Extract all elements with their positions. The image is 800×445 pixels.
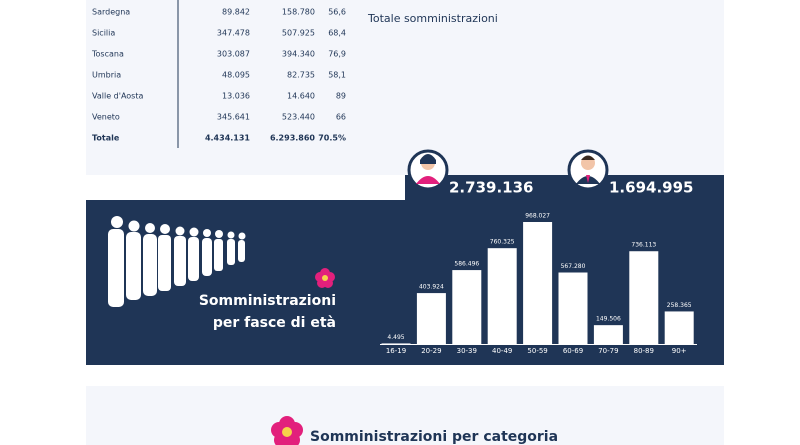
table-cell: 68,4 xyxy=(328,29,346,38)
table-cell: Veneto xyxy=(92,113,120,122)
bar xyxy=(664,311,694,344)
queue-silhouettes xyxy=(108,216,246,307)
table-cell: Sardegna xyxy=(92,8,130,17)
gender-strip xyxy=(405,175,724,201)
table-cell: 89 xyxy=(336,92,346,101)
table-cell: 89.842 xyxy=(222,8,250,17)
value-label: 258.365 xyxy=(667,302,692,309)
table-cell: Toscana xyxy=(91,50,124,59)
table-cell: Totale xyxy=(92,134,120,143)
value-label: 567.280 xyxy=(561,263,586,270)
chart-title: Somministrazioni xyxy=(199,293,336,309)
table-cell: 56,6 xyxy=(328,8,346,17)
table-cell: Umbria xyxy=(92,71,121,80)
value-label: 736.113 xyxy=(631,242,656,249)
male-icon xyxy=(567,149,609,191)
x-tick-label: 30-39 xyxy=(457,347,477,355)
x-tick-label: 50-59 xyxy=(527,347,547,355)
x-tick-label: 16-19 xyxy=(386,347,406,355)
table-cell: 82.735 xyxy=(287,71,315,80)
chart-title: per fasce di età xyxy=(213,315,336,331)
bar xyxy=(487,248,517,344)
female-icon xyxy=(407,149,449,191)
bar xyxy=(593,325,623,344)
table-cell: 303.087 xyxy=(217,50,250,59)
x-tick-label: 80-89 xyxy=(634,347,654,355)
bar xyxy=(629,251,659,344)
flower-icon xyxy=(315,268,335,288)
table-cell: 345.641 xyxy=(217,113,250,122)
table-cell: 4.434.131 xyxy=(205,134,250,143)
female-total: 2.739.136 xyxy=(449,179,533,197)
table-cell: 58,1 xyxy=(328,71,346,80)
bar xyxy=(416,293,446,344)
table-cell: 394.340 xyxy=(282,50,315,59)
table-cell: 347.478 xyxy=(217,29,250,38)
table-cell: Sicilia xyxy=(92,29,115,38)
bar xyxy=(558,272,588,344)
value-label: 760.325 xyxy=(490,239,515,246)
table-cell: 76,9 xyxy=(328,50,346,59)
x-tick-label: 60-69 xyxy=(563,347,583,355)
bar xyxy=(523,222,553,344)
x-tick-label: 70-79 xyxy=(598,347,618,355)
table-cell: 13.036 xyxy=(222,92,250,101)
table-cell: 507.925 xyxy=(282,29,315,38)
value-label: 149.506 xyxy=(596,316,621,323)
table-cell: 48.095 xyxy=(222,71,250,80)
table-cell: 14.640 xyxy=(287,92,315,101)
table-cell: 66 xyxy=(336,113,346,122)
x-tick-label: 20-29 xyxy=(421,347,441,355)
flower-icon xyxy=(271,416,303,445)
male-total: 1.694.995 xyxy=(609,179,693,197)
category-panel xyxy=(86,386,724,445)
totale-title: Totale somministrazioni xyxy=(367,12,498,25)
value-label: 4.495 xyxy=(387,334,404,341)
table-cell: 70.5% xyxy=(318,134,346,143)
bar xyxy=(452,270,482,344)
table-cell: Valle d'Aosta xyxy=(92,92,143,101)
table-panel xyxy=(86,0,724,175)
table-cell: 158.780 xyxy=(282,8,315,17)
value-label: 968.027 xyxy=(525,213,550,220)
value-label: 586.496 xyxy=(454,261,479,268)
table-cell: 523.440 xyxy=(282,113,315,122)
x-tick-label: 90+ xyxy=(672,347,687,355)
bar xyxy=(381,343,411,344)
x-tick-label: 40-49 xyxy=(492,347,512,355)
value-label: 403.924 xyxy=(419,284,444,291)
table-cell: 6.293.860 xyxy=(270,134,315,143)
category-title: Somministrazioni per categoria xyxy=(310,429,558,445)
